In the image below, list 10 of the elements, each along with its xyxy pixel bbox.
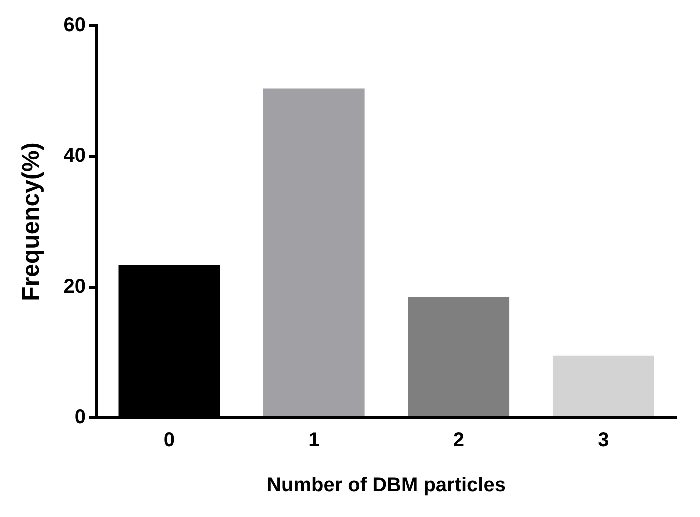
x-tick-label: 0 xyxy=(164,430,175,452)
y-axis-title: Frequency(%) xyxy=(18,142,46,302)
x-tick-label: 2 xyxy=(453,430,464,452)
x-tick-label: 3 xyxy=(598,430,610,452)
y-tick-label: 60 xyxy=(64,14,86,37)
y-tick-label: 20 xyxy=(64,276,86,298)
y-tick-label: 40 xyxy=(64,145,86,168)
x-tick-label: 1 xyxy=(308,430,320,452)
y-tick-label: 0 xyxy=(74,406,86,429)
x-axis-title: Number of DBM particles xyxy=(267,474,506,497)
